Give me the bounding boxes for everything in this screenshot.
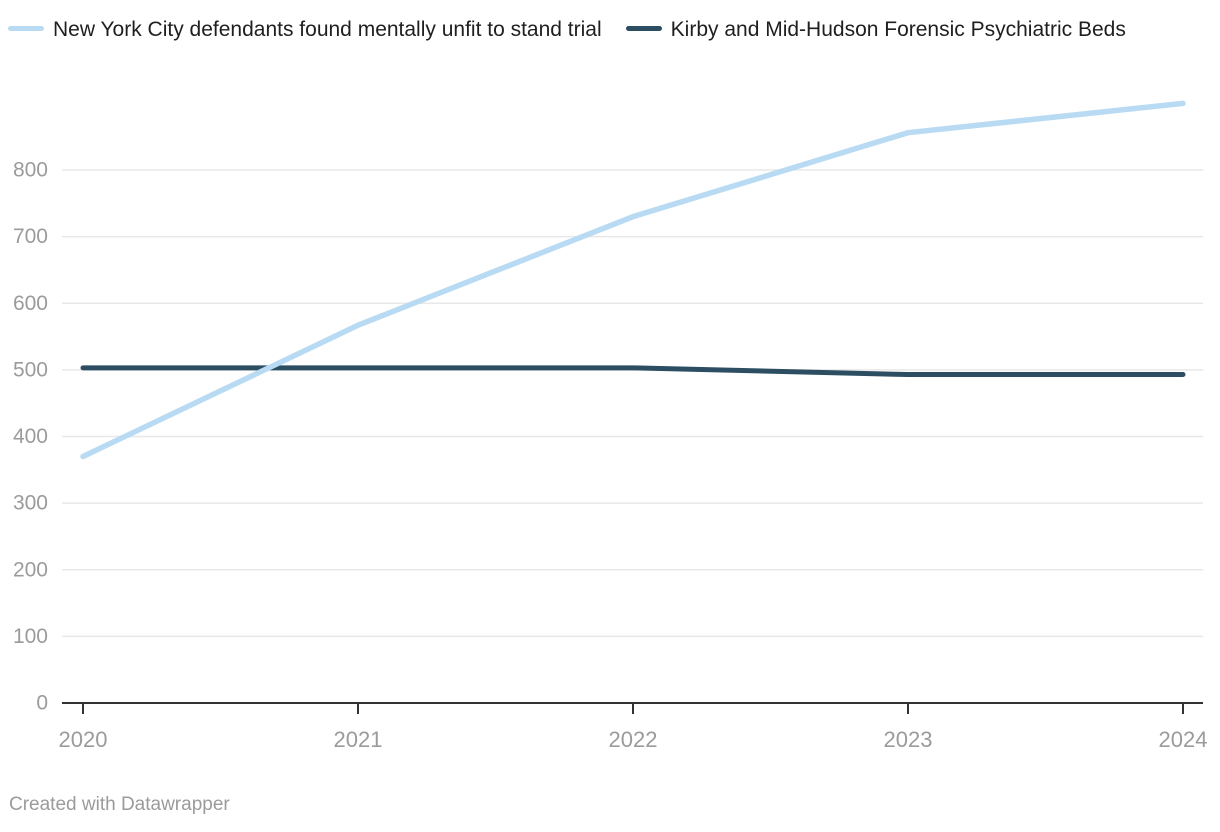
x-axis-labels: 2020 2021 2022 2023 2024 — [59, 727, 1208, 752]
y-tick-label: 700 — [13, 225, 48, 248]
legend-item-beds: Kirby and Mid-Hudson Forensic Psychiatri… — [625, 18, 1126, 41]
x-tick-label: 2023 — [884, 727, 933, 752]
x-tick-label: 2022 — [609, 727, 658, 752]
legend-swatch-defendants-line — [8, 25, 44, 31]
legend: New York City defendants found mentally … — [8, 11, 1214, 48]
series-line-defendants — [80, 100, 1186, 460]
y-tick-label: 300 — [13, 492, 48, 515]
legend-label-defendants: New York City defendants found mentally … — [53, 18, 602, 41]
datawrapper-credit-link[interactable]: Created with Datawrapper — [9, 794, 230, 815]
x-axis — [62, 702, 1203, 714]
series-line-beds — [80, 365, 1186, 378]
y-tick-label: 800 — [13, 159, 48, 182]
y-tick-label: 600 — [13, 292, 48, 315]
x-tick-label: 2021 — [334, 727, 383, 752]
legend-swatch-beds-line — [625, 25, 662, 31]
legend-label-beds: Kirby and Mid-Hudson Forensic Psychiatri… — [670, 18, 1126, 41]
y-tick-label: 400 — [13, 425, 48, 448]
data-series — [80, 100, 1186, 460]
x-tick-label: 2020 — [59, 727, 108, 752]
legend-item-defendants: New York City defendants found mentally … — [8, 18, 602, 41]
y-tick-label: 0 — [36, 692, 48, 715]
y-tick-label: 500 — [13, 358, 48, 381]
x-tick-label: 2024 — [1159, 727, 1208, 752]
gridlines — [62, 169, 1203, 638]
y-tick-label: 100 — [13, 625, 48, 648]
y-tick-label: 200 — [13, 558, 48, 581]
y-axis-labels: 0 100 200 300 400 500 600 700 800 — [13, 159, 48, 715]
